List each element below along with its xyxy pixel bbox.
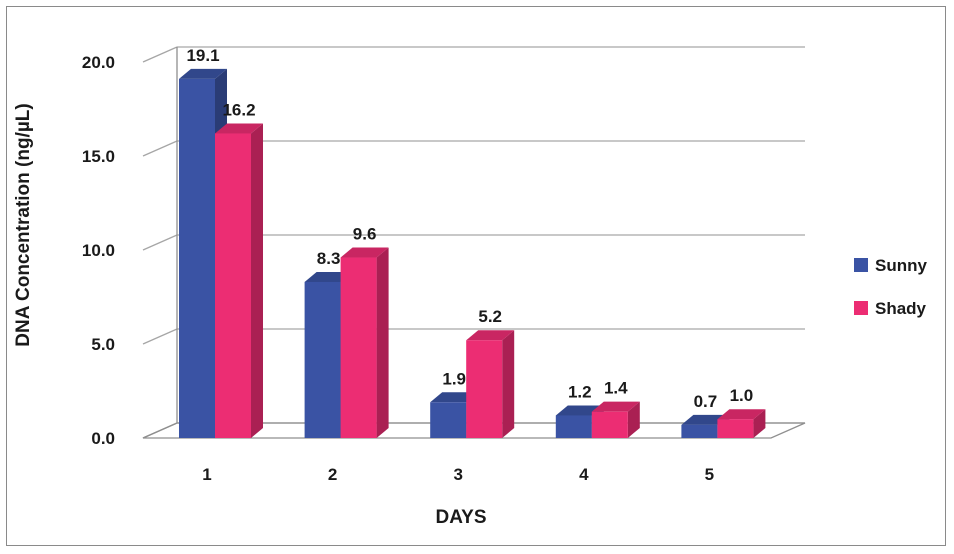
data-label: 9.6 (353, 225, 377, 244)
chart-frame: 0.0 5.0 10.0 15.0 20.0 19.1 16.2 8.3 9.6 1.9 5.2 1… (6, 6, 946, 546)
data-label: 16.2 (222, 100, 255, 119)
x-tick-label: 3 (453, 465, 462, 484)
data-label: 1.9 (442, 369, 466, 388)
bars (179, 68, 766, 439)
bar-shady-3 (466, 330, 515, 438)
x-tick-label: 5 (705, 465, 714, 484)
legend-label: Shady (875, 299, 927, 318)
x-tick-labels: 1 2 3 4 5 (202, 465, 714, 484)
data-label: 5.2 (478, 307, 502, 326)
bar-top (179, 68, 227, 79)
y-axis-label: DNA Concentration (ng/µL) (13, 103, 34, 347)
bar-side (251, 123, 263, 438)
bar-front (466, 340, 503, 438)
x-tick-label: 2 (328, 465, 337, 484)
bar-top (340, 247, 389, 258)
bar-top (591, 401, 640, 412)
y-tick-label: 5.0 (91, 335, 115, 354)
bar-front (340, 257, 377, 438)
bar-shady-2 (340, 247, 389, 438)
legend-item-shady: Shady (854, 299, 927, 318)
bar-side (502, 330, 515, 438)
data-label: 8.3 (317, 249, 341, 268)
bar-top (717, 409, 766, 420)
y-tick-label: 10.0 (82, 241, 115, 260)
data-label: 1.4 (604, 379, 628, 398)
bar-front (555, 415, 592, 438)
bar-top (215, 123, 263, 134)
chart-svg: 0.05.010.015.020.0 19.116.28.39.61.95.21… (13, 46, 927, 528)
gridline-side (142, 328, 178, 345)
gridlines (142, 46, 806, 439)
bar-front (681, 424, 718, 438)
data-labels: 19.1 16.2 8.3 9.6 1.9 5.2 1.2 1.4 0.7 1.0 (186, 46, 753, 411)
x-axis-label: DAYS (435, 507, 486, 528)
gridline-side (142, 140, 178, 157)
y-tick-labels: 0.0 5.0 10.0 15.0 20.0 (82, 53, 115, 448)
legend-swatch (854, 301, 868, 315)
x-tick-label: 1 (202, 465, 211, 484)
legend-label: Sunny (875, 256, 927, 275)
bar-front (591, 411, 628, 438)
bar-front (304, 281, 341, 438)
x-tick-label: 4 (579, 465, 589, 484)
bar-top (466, 330, 515, 341)
y-tick-label: 0.0 (91, 429, 115, 448)
y-tick-label: 20.0 (82, 53, 115, 72)
bar-front (430, 402, 467, 438)
gridline-side (142, 234, 178, 251)
legend-item-sunny: Sunny (854, 256, 927, 275)
data-label: 19.1 (186, 46, 219, 65)
legend-swatch (854, 258, 868, 272)
data-label: 1.2 (568, 382, 592, 401)
bar-shady-4 (591, 401, 640, 438)
data-label: 0.7 (694, 392, 718, 411)
bar-side (627, 401, 640, 438)
data-label: 1.0 (730, 386, 754, 405)
legend: Sunny Shady (854, 256, 927, 318)
bar-shady-5 (717, 409, 766, 438)
bar-side (376, 247, 389, 438)
bar-side (753, 409, 766, 438)
y-tick-label: 15.0 (82, 147, 115, 166)
gridline-side (142, 46, 178, 63)
bar-front (179, 78, 215, 439)
bar-front (215, 133, 251, 438)
bar-front (717, 419, 754, 438)
bar-shady-1 (215, 123, 263, 438)
